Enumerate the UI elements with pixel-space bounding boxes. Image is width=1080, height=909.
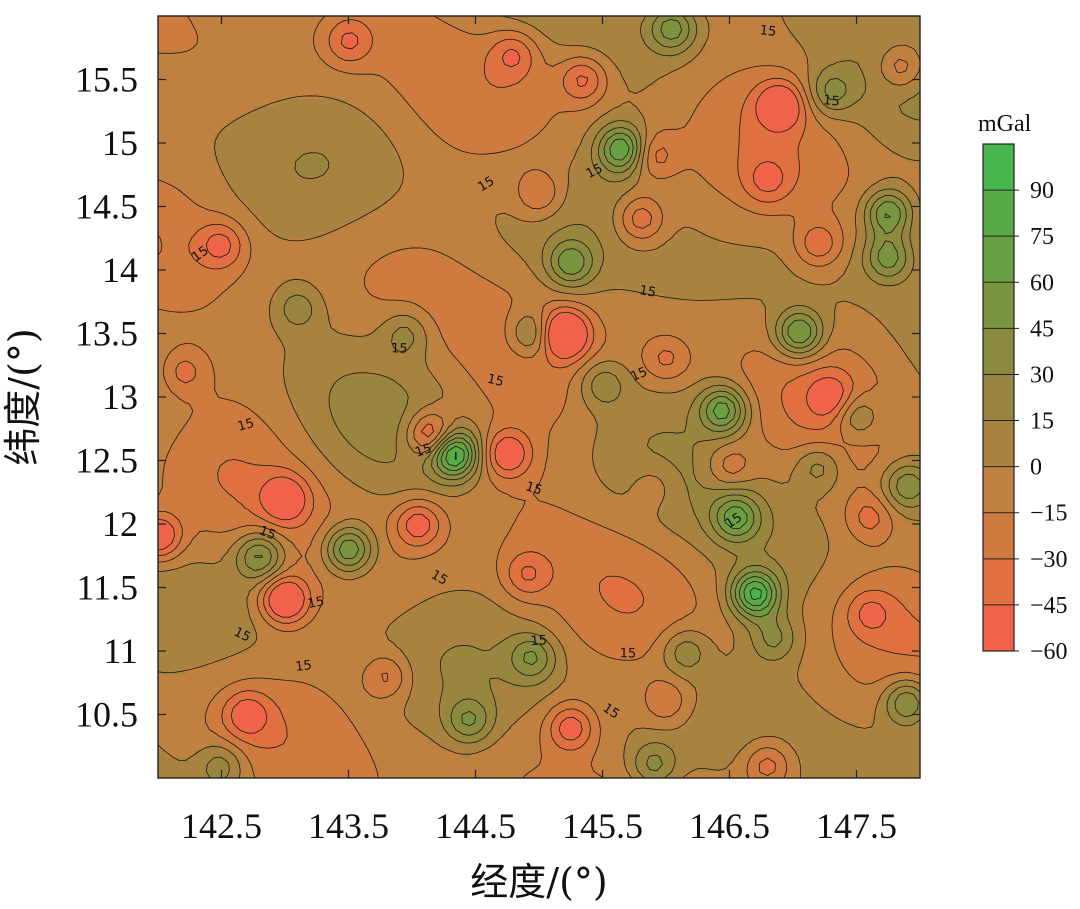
- contour-value-label: 15: [638, 283, 657, 301]
- contour-value-label: 15: [584, 161, 606, 182]
- contour-value-label: 15: [428, 567, 450, 588]
- y-tick-label: 11.5: [76, 568, 138, 608]
- contour-value-label: 15: [759, 23, 777, 40]
- y-axis-title: 纬度/(°): [1, 328, 45, 465]
- contour-line: [440, 138, 891, 612]
- x-tick-label: 147.5: [816, 806, 897, 846]
- contour-value-label: 15: [620, 646, 637, 661]
- x-axis-title: 经度/(°): [470, 860, 607, 904]
- contour-band: [338, 22, 900, 724]
- x-tick-label: 142.5: [181, 806, 262, 846]
- colorbar-swatch: [983, 144, 1014, 191]
- x-axis: 142.5 143.5 144.5 145.5 146.5 147.5: [181, 16, 897, 846]
- y-tick-label: 15.5: [75, 60, 138, 100]
- colorbar-swatch: [983, 420, 1014, 467]
- colorbar-swatch: [983, 328, 1014, 375]
- contour-band: [158, 16, 920, 778]
- colorbar-tick-label: 90: [1030, 178, 1054, 204]
- y-axis: 10.5 11 11.5 12 12.5 13 13.5 14 14.5 15 15.5: [75, 60, 920, 735]
- colorbar-swatch: [983, 512, 1014, 560]
- y-tick-label: 13.5: [75, 314, 138, 354]
- contour-value-label: 15: [475, 174, 497, 195]
- contour-value-label: 15: [294, 658, 312, 675]
- colorbar-tick-label: 30: [1030, 362, 1054, 388]
- contour-line: [205, 16, 920, 778]
- contour-line: [445, 445, 768, 607]
- colorbar-swatch: [983, 374, 1014, 421]
- x-tick-label: 146.5: [689, 806, 770, 846]
- colorbar: mGal 90 75 60 45 30 15 0 −15 −30 −45 −60: [978, 111, 1068, 665]
- colorbar-tick-label: 0: [1030, 455, 1042, 481]
- y-tick-label: 14: [102, 250, 138, 290]
- contour-value-label: 15: [391, 341, 408, 357]
- colorbar-swatch: [983, 558, 1014, 606]
- contour-band: [753, 590, 762, 599]
- contour-value-label: 15: [723, 510, 745, 531]
- contour-band: [158, 22, 920, 772]
- contour-line: [158, 16, 920, 778]
- colorbar-tick-label: −30: [1030, 547, 1068, 573]
- colorbar-tick-label: −60: [1030, 639, 1068, 665]
- y-tick-label: 15: [102, 123, 138, 163]
- colorbar-unit: mGal: [978, 111, 1032, 137]
- plot-area: 1515151515151515151515151515151515151515…: [158, 16, 920, 778]
- contour-fill-layer: [158, 16, 920, 778]
- y-tick-label: 12: [102, 504, 138, 544]
- contour-band: [206, 16, 920, 778]
- contour-value-label: 15: [524, 479, 544, 498]
- contour-value-label: 15: [236, 416, 256, 435]
- contour-band: [158, 16, 920, 778]
- colorbar-swatch: [983, 282, 1014, 329]
- contour-value-label: 15: [231, 625, 252, 646]
- contour-line: [158, 19, 920, 776]
- y-tick-label: 12.5: [75, 441, 138, 481]
- y-tick-label: 14.5: [75, 187, 138, 227]
- colorbar-tick-label: 60: [1030, 270, 1054, 296]
- y-tick-label: 13: [102, 377, 138, 417]
- x-tick-label: 145.5: [562, 806, 643, 846]
- colorbar-swatch: [983, 190, 1014, 237]
- colorbar-swatch: [983, 466, 1014, 513]
- colorbar-swatch: [983, 604, 1014, 652]
- y-tick-label: 10.5: [75, 695, 138, 735]
- contour-label-layer: 1515151515151515151515151515151515151515…: [189, 23, 840, 722]
- contour-value-label: 15: [823, 93, 841, 109]
- x-tick-label: 144.5: [435, 806, 516, 846]
- y-tick-label: 11: [103, 631, 138, 671]
- contour-line: [158, 32, 887, 741]
- colorbar-tick-label: −15: [1030, 501, 1068, 527]
- x-tick-label: 143.5: [308, 806, 389, 846]
- contour-line: [454, 451, 762, 601]
- contour-value-label: 15: [257, 523, 278, 543]
- colorbar-tick-label: 45: [1030, 316, 1054, 342]
- colorbar-tick-label: 15: [1030, 409, 1054, 435]
- contour-value-label: 15: [530, 633, 547, 649]
- contour-value-label: 15: [307, 594, 326, 612]
- contour-value-label: 15: [629, 365, 650, 385]
- contour-band: [158, 16, 920, 778]
- contour-value-label: 15: [486, 372, 506, 391]
- contour-line: [254, 18, 901, 726]
- contour-value-label: 15: [413, 441, 434, 461]
- colorbar-tick-label: 75: [1030, 224, 1054, 250]
- contour-line: [244, 16, 920, 772]
- colorbar-tick-label: −45: [1030, 593, 1068, 619]
- colorbar-swatch: [983, 236, 1014, 283]
